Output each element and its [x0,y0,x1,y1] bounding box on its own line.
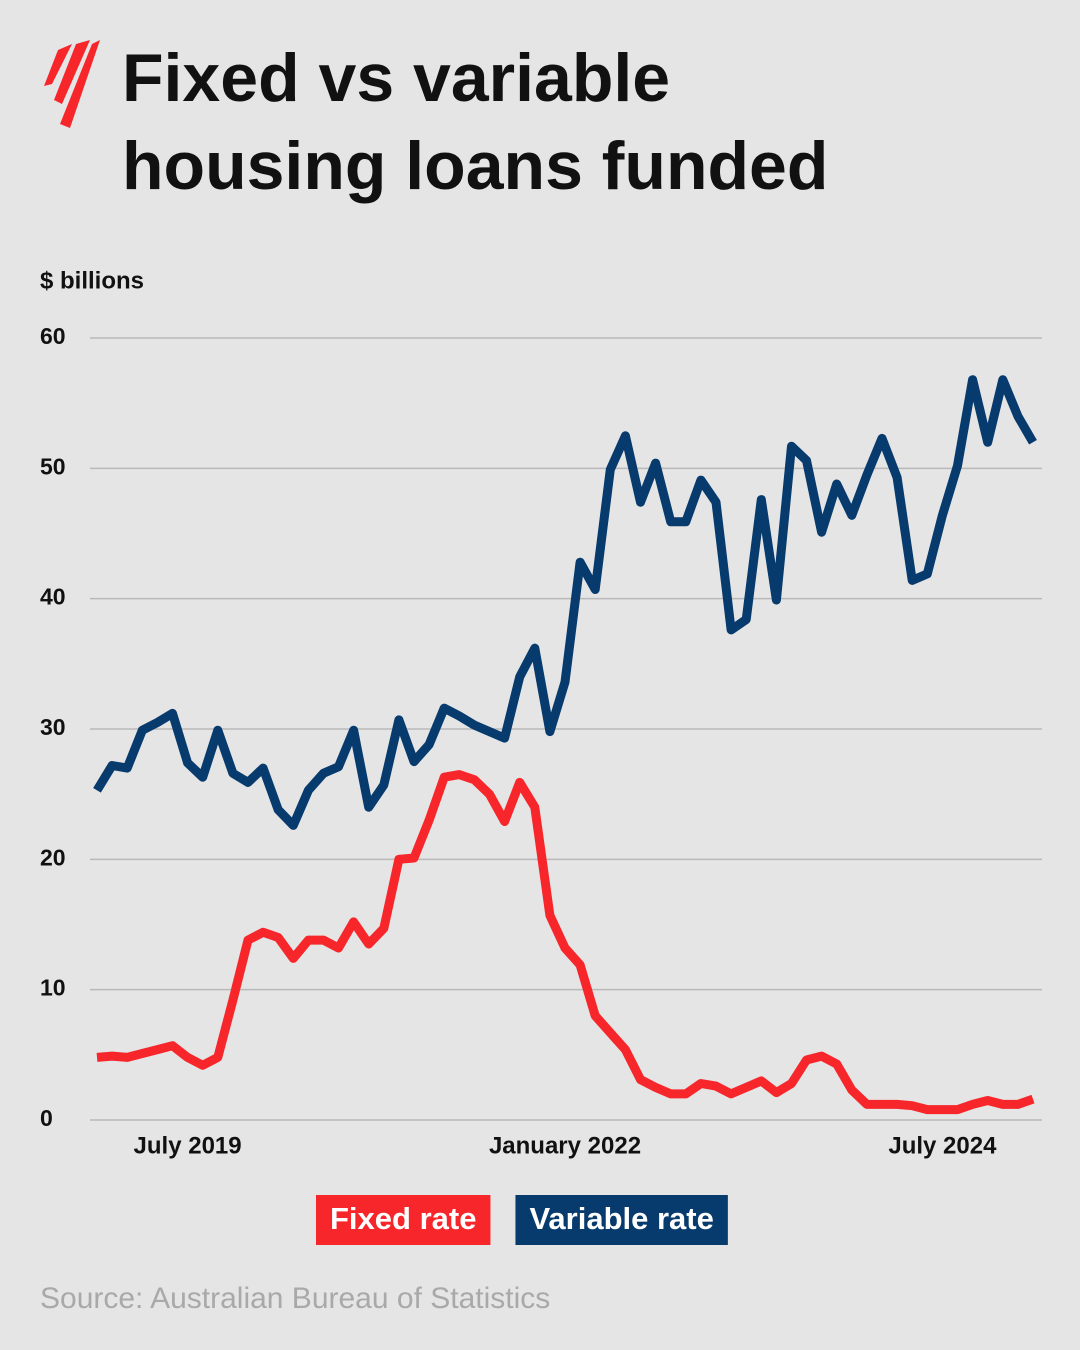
chart-title: Fixed vs variable housing loans funded [122,40,829,204]
y-tick-label: 50 [40,453,66,479]
y-tick-label: 20 [40,844,66,870]
logo [44,40,100,128]
y-tick-label: 60 [40,323,66,349]
y-tick-label: 30 [40,714,66,740]
y-axis-label: $ billions [40,267,144,294]
y-tick-label: 10 [40,975,66,1001]
y-tick-label: 40 [40,584,66,610]
legend-label: Fixed rate [330,1201,476,1236]
y-tick-label: 0 [40,1105,53,1131]
x-tick-label: July 2024 [888,1132,997,1159]
source: Source: Australian Bureau of Statistics [40,1282,550,1315]
legend-item: Fixed rate [316,1195,491,1245]
x-tick-label: July 2019 [134,1132,242,1159]
series-line [96,770,1035,1115]
legend-swatch [316,1195,491,1245]
legend-label: Variable rate [529,1201,713,1236]
legend-item: Variable rate [515,1195,728,1245]
series-line [93,375,1037,830]
x-tick-label: January 2022 [489,1132,641,1159]
legend-swatch [515,1195,728,1245]
